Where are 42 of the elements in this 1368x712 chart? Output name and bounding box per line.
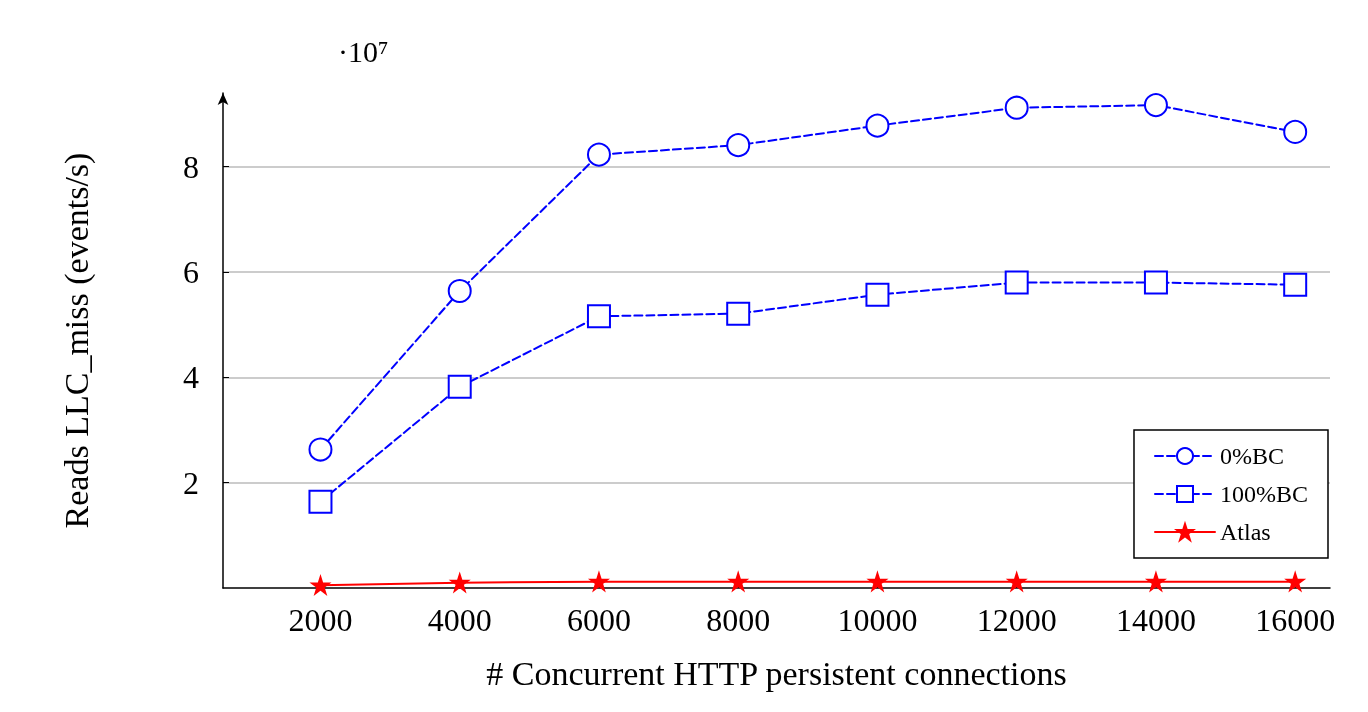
y-tick-label: 8 [183, 148, 199, 185]
point [726, 301, 751, 326]
point [1143, 93, 1168, 118]
point [586, 142, 611, 167]
point [1284, 570, 1306, 593]
point [1005, 570, 1028, 593]
legend-label: 0%BC [1219, 443, 1285, 469]
y-tick-label: 6 [183, 254, 199, 291]
point [1004, 95, 1029, 120]
point [586, 304, 611, 329]
point [1004, 270, 1029, 295]
point [588, 570, 610, 593]
x-tick-label: 12000 [976, 602, 1057, 638]
point [1143, 270, 1168, 295]
point [727, 570, 749, 593]
x-tick-label: 8000 [706, 602, 771, 638]
y-tick-label: 2 [183, 464, 199, 501]
point [447, 279, 472, 303]
x-tick-label: 6000 [566, 602, 631, 638]
point [865, 282, 890, 307]
legend-label: 100%BC [1219, 481, 1309, 507]
point [448, 571, 471, 594]
x-axis-title: # Concurrent HTTP persistent connections [486, 654, 1067, 692]
point [726, 133, 751, 158]
x-tick-label: 4000 [427, 602, 492, 638]
y-tick-label: 4 [183, 359, 199, 396]
legend-label: Atlas [1219, 519, 1271, 545]
point [309, 574, 332, 596]
point [1283, 272, 1308, 297]
point [308, 489, 333, 514]
x-tick-label: 16000 [1255, 602, 1336, 638]
x-tick-label: 2000 [288, 602, 353, 638]
point [865, 113, 890, 138]
point [866, 570, 889, 593]
point [447, 374, 472, 399]
x-tick-label: 10000 [837, 602, 918, 638]
point [1283, 119, 1308, 144]
x-tick-label: 14000 [1115, 602, 1196, 638]
text: ·10⁷ [338, 34, 389, 68]
point [308, 437, 333, 462]
y-axis-title: Reads LLC_miss (events/s) [57, 152, 96, 529]
point [1145, 570, 1167, 593]
